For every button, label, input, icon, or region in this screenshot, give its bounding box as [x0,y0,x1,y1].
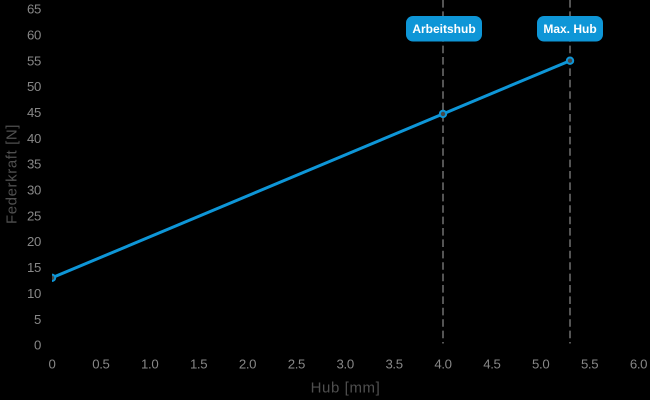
svg-text:4.5: 4.5 [483,356,500,371]
svg-text:15: 15 [27,260,41,275]
svg-text:3.0: 3.0 [337,356,354,371]
svg-text:0: 0 [49,356,56,371]
svg-text:5: 5 [34,312,41,327]
svg-text:6.0: 6.0 [630,356,647,371]
svg-text:2.0: 2.0 [239,356,256,371]
svg-text:25: 25 [27,208,41,223]
svg-text:20: 20 [27,234,41,249]
svg-text:Max. Hub: Max. Hub [543,22,596,36]
svg-text:Federkraft [N]: Federkraft [N] [4,124,21,224]
svg-text:65: 65 [27,2,41,17]
svg-text:1.0: 1.0 [141,356,158,371]
svg-text:2.5: 2.5 [288,356,305,371]
svg-text:50: 50 [27,79,41,94]
svg-text:1.5: 1.5 [190,356,207,371]
svg-text:35: 35 [27,157,41,172]
svg-text:0.5: 0.5 [92,356,109,371]
svg-text:10: 10 [27,286,41,301]
svg-text:30: 30 [27,183,41,198]
svg-text:5.5: 5.5 [581,356,598,371]
svg-text:55: 55 [27,53,41,68]
svg-text:4.0: 4.0 [434,356,451,371]
svg-text:60: 60 [27,27,41,42]
svg-text:3.5: 3.5 [385,356,402,371]
svg-text:Hub [mm]: Hub [mm] [311,380,381,397]
svg-text:Arbeitshub: Arbeitshub [412,22,475,36]
svg-text:40: 40 [27,131,41,146]
svg-text:5.0: 5.0 [532,356,549,371]
svg-text:45: 45 [27,105,41,120]
svg-text:0: 0 [34,338,41,353]
